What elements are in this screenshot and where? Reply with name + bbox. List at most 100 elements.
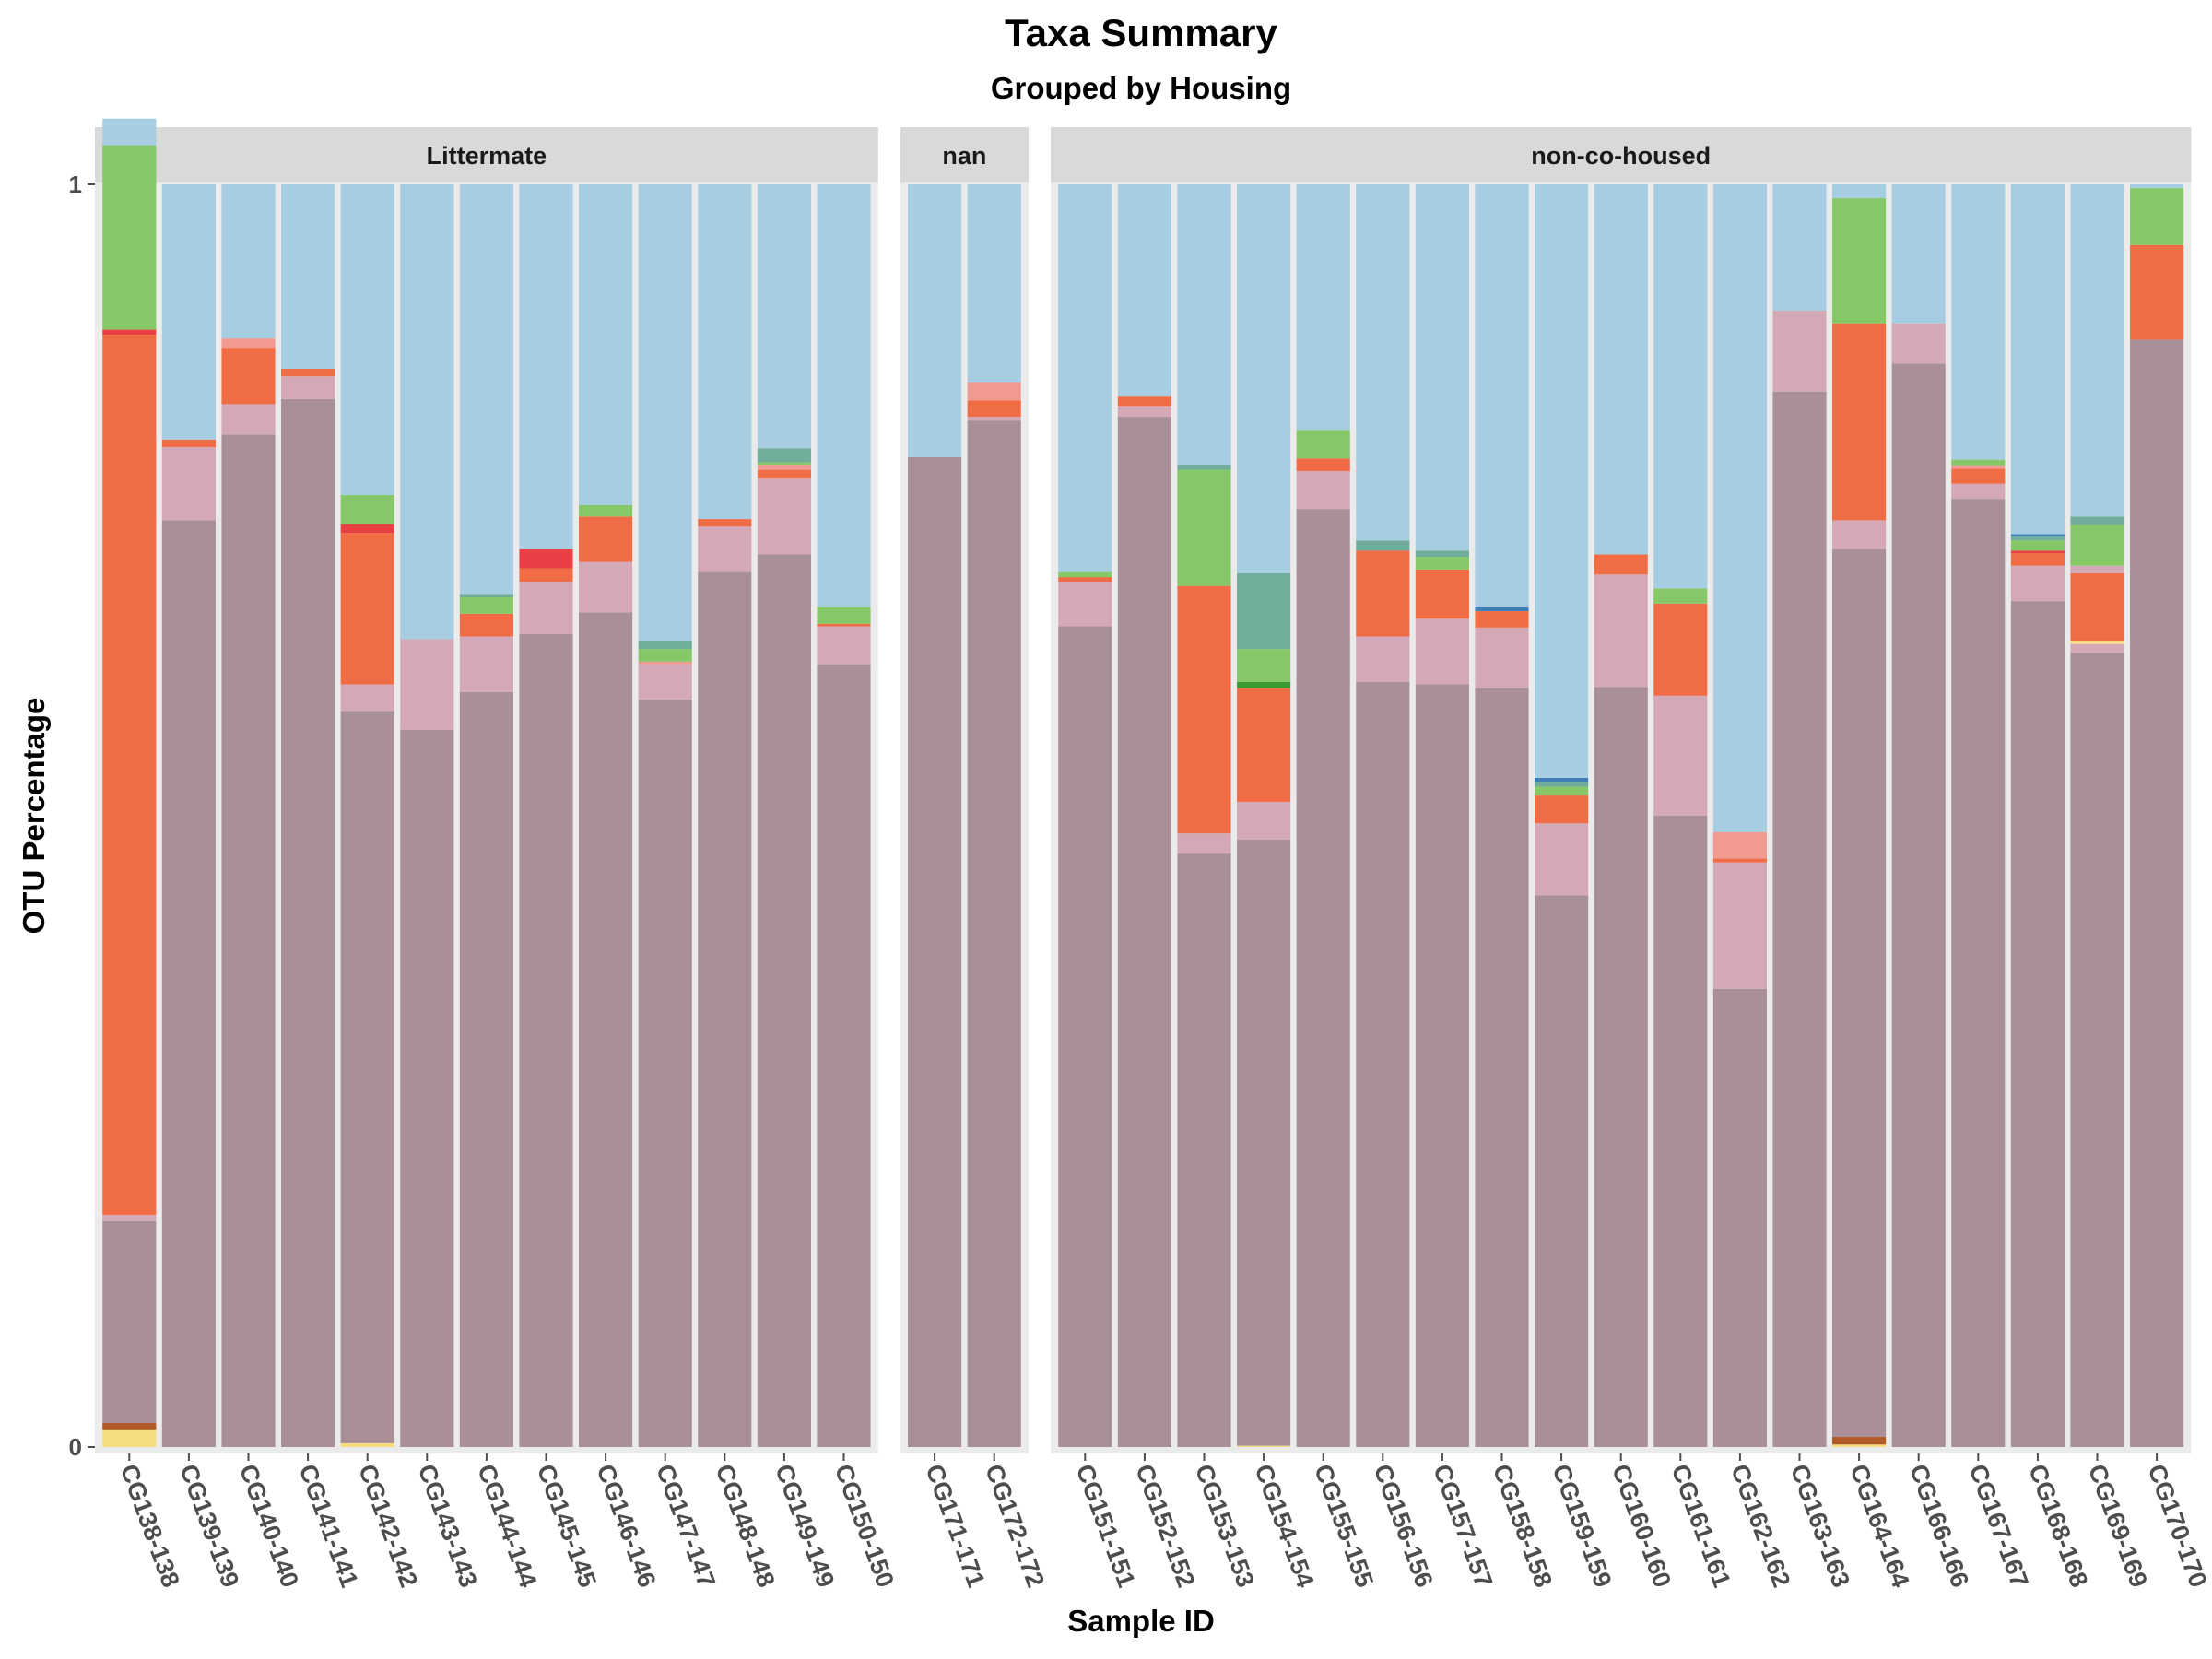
x-tick-label: CG167-167 <box>1964 1461 2034 1591</box>
bar-segment-mauve <box>908 457 961 1447</box>
x-tick-label: CG142-142 <box>353 1461 423 1591</box>
stacked-bar <box>1058 184 1112 1447</box>
bar-segment-red <box>341 524 394 534</box>
x-tick-label: CG169-169 <box>2083 1461 2153 1591</box>
bar-segment-teal <box>1177 465 1230 469</box>
bar-segment-pink <box>460 636 513 691</box>
bar-segment-orange <box>1416 570 1469 618</box>
bar-segment-orange <box>1356 550 1409 636</box>
bar-segment-mauve <box>102 1221 156 1423</box>
bar-segment-yellow <box>1832 1444 1886 1447</box>
bar-segment-pink <box>1951 484 2005 499</box>
bar-segment-blue <box>1535 778 1588 782</box>
stacked-bar <box>1951 184 2005 1447</box>
stacked-bar <box>400 184 453 1447</box>
bar-segment-lightblue <box>1594 184 1648 554</box>
stacked-bar <box>639 184 692 1447</box>
bar-segment-teal <box>1535 782 1588 786</box>
bar-segment-salmon <box>1951 466 2005 469</box>
bar-segment-lightblue <box>102 119 156 146</box>
bar-segment-green <box>102 146 156 330</box>
bar-segment-lightblue <box>579 184 632 505</box>
bar-segment-pink <box>1058 582 1112 627</box>
bar-segment-teal <box>2011 536 2065 540</box>
bar-segment-mauve <box>1951 499 2005 1447</box>
stacked-bar <box>1475 184 1528 1447</box>
stacked-bar <box>1356 184 1409 1447</box>
bar-segment-pink <box>1892 324 1946 364</box>
bar-segment-green <box>1535 786 1588 795</box>
stacked-bar <box>1237 184 1290 1447</box>
bar-segment-mauve <box>519 634 572 1447</box>
bar-segment-mauve <box>1832 549 1886 1437</box>
bar-segment-green <box>1832 198 1886 324</box>
bar-segment-lightblue <box>519 184 572 549</box>
bar-segment-lightblue <box>1177 184 1230 465</box>
stacked-bar <box>579 184 632 1447</box>
bar-segment-mauve <box>1177 853 1230 1447</box>
stacked-bar <box>2130 184 2183 1447</box>
bar-segment-orange <box>2011 553 2065 566</box>
bar-segment-pink <box>1713 863 1767 989</box>
bar-segment-mauve <box>460 692 513 1447</box>
bar-segment-mauve <box>341 711 394 1443</box>
bar-segment-green <box>1951 460 2005 466</box>
bar-segment-orange <box>2070 573 2124 641</box>
bar-segment-mauve <box>1475 688 1528 1447</box>
x-tick-label: CG148-148 <box>711 1461 781 1591</box>
bar-segment-orange <box>579 516 632 561</box>
bar-segment-orange <box>221 348 275 404</box>
bar-segment-green <box>1297 430 1350 458</box>
bar-segment-mauve <box>1118 417 1171 1447</box>
bar-segment-mauve <box>639 700 692 1447</box>
x-tick-label: CG164-164 <box>1844 1461 1914 1591</box>
bar-segment-orange <box>1535 795 1588 823</box>
bar-segment-mauve <box>758 554 811 1447</box>
bar-segment-pink <box>1118 406 1171 417</box>
facet-panel: nanCG171-171CG172-172 <box>900 127 1050 1591</box>
bar-segment-mauve <box>1058 627 1112 1448</box>
bar-segment-pink <box>221 404 275 434</box>
x-tick-label: CG168-168 <box>2023 1461 2093 1591</box>
stacked-bar <box>698 184 751 1447</box>
bar-segment-green <box>341 495 394 524</box>
x-tick-label: CG149-149 <box>770 1461 840 1591</box>
bar-segment-yellow <box>102 1430 156 1447</box>
y-axis-title: OTU Percentage <box>17 698 51 935</box>
bar-segment-orange <box>281 369 335 376</box>
bar-segment-pink <box>400 639 453 730</box>
bar-segment-lightblue <box>698 184 751 519</box>
x-tick-label: CG141-141 <box>293 1461 363 1591</box>
bar-segment-red <box>2011 550 2065 553</box>
bar-segment-salmon <box>639 662 692 665</box>
bar-segment-mauve <box>817 665 870 1447</box>
stacked-bar <box>1653 184 1707 1447</box>
stacked-bar <box>908 184 961 1447</box>
bar-segment-teal <box>2070 516 2124 525</box>
bar-segment-pink <box>1832 520 1886 549</box>
bar-segment-orange <box>1594 554 1648 574</box>
bar-segment-orange <box>2130 245 2183 340</box>
bar-segment-lightblue <box>1951 184 2005 460</box>
bar-segment-lightblue <box>968 184 1021 382</box>
bar-segment-pink <box>968 417 1021 420</box>
bar-segment-lightblue <box>162 184 216 440</box>
x-tick-label: CG146-146 <box>591 1461 661 1591</box>
bar-segment-red <box>519 549 572 569</box>
bar-segment-lightblue <box>1535 184 1588 778</box>
bar-segment-orange <box>1475 611 1528 628</box>
bar-segment-orange <box>1118 396 1171 406</box>
x-tick-label: CG171-171 <box>920 1461 990 1591</box>
bar-segment-blue <box>1475 607 1528 611</box>
bar-segment-green <box>758 462 811 465</box>
bar-segment-darkgreen <box>1237 682 1290 688</box>
bar-segment-orange <box>519 568 572 582</box>
bar-segment-teal <box>639 641 692 649</box>
bar-segment-pink <box>519 582 572 634</box>
x-tick-label: CG158-158 <box>1488 1461 1558 1591</box>
bar-segment-mauve <box>1416 685 1469 1447</box>
stacked-bar <box>1535 184 1588 1447</box>
x-tick-label: CG138-138 <box>115 1461 185 1591</box>
bar-segment-pink <box>1177 833 1230 853</box>
